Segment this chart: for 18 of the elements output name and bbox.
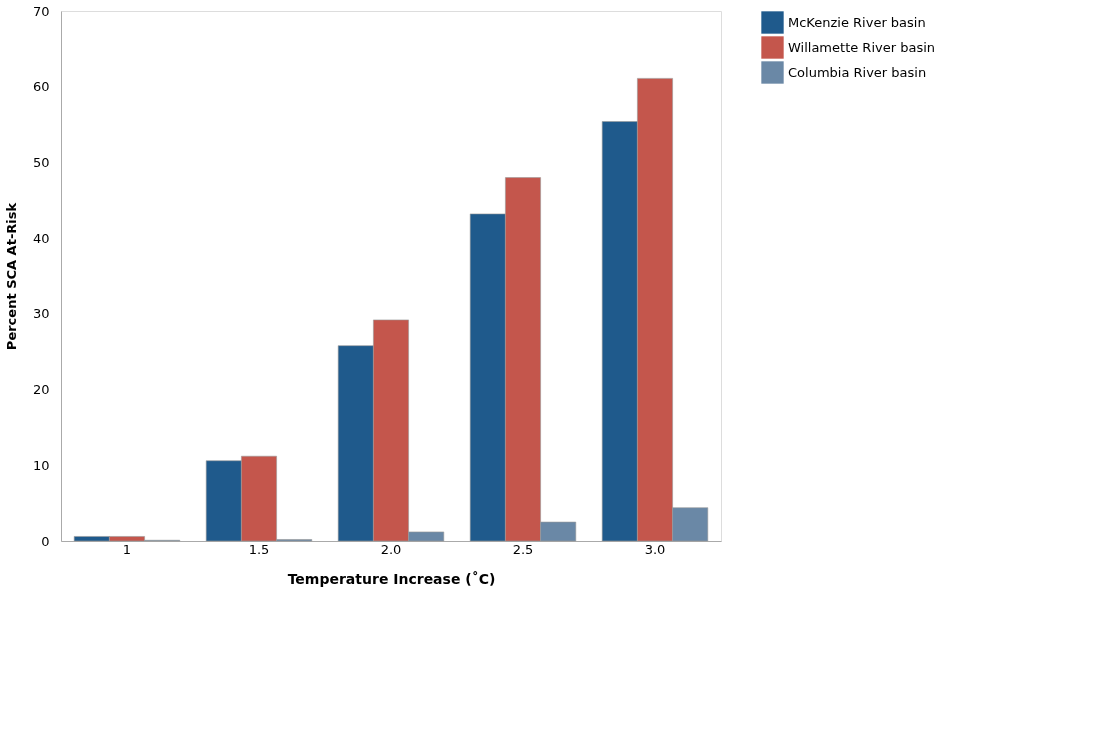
y-tick-label: 0 xyxy=(41,533,50,549)
y-tick-label: 70 xyxy=(32,3,50,19)
x-tick-label: 3.0 xyxy=(644,541,666,557)
y-tick-label: 50 xyxy=(32,154,50,170)
x-tick-label: 1.5 xyxy=(248,541,270,557)
x-tick-label: 1 xyxy=(122,541,132,557)
y-tick-label: 20 xyxy=(32,382,50,398)
y-axis-title: Percent SCA At-Risk xyxy=(3,202,19,351)
x-tick-label: 2.5 xyxy=(512,541,534,557)
x-tick-label: 2.0 xyxy=(380,541,402,557)
y-tick-label: 40 xyxy=(32,230,50,246)
y-tick-label: 10 xyxy=(32,457,50,473)
y-tick-label: 60 xyxy=(32,79,50,95)
legend-label: Columbia River basin xyxy=(788,64,927,80)
legend-label: McKenzie River basin xyxy=(788,14,926,30)
y-tick-label: 30 xyxy=(32,306,50,322)
legend-label: Willamette River basin xyxy=(788,39,936,55)
x-axis-title: Temperature Increase (˚C) xyxy=(287,570,496,587)
